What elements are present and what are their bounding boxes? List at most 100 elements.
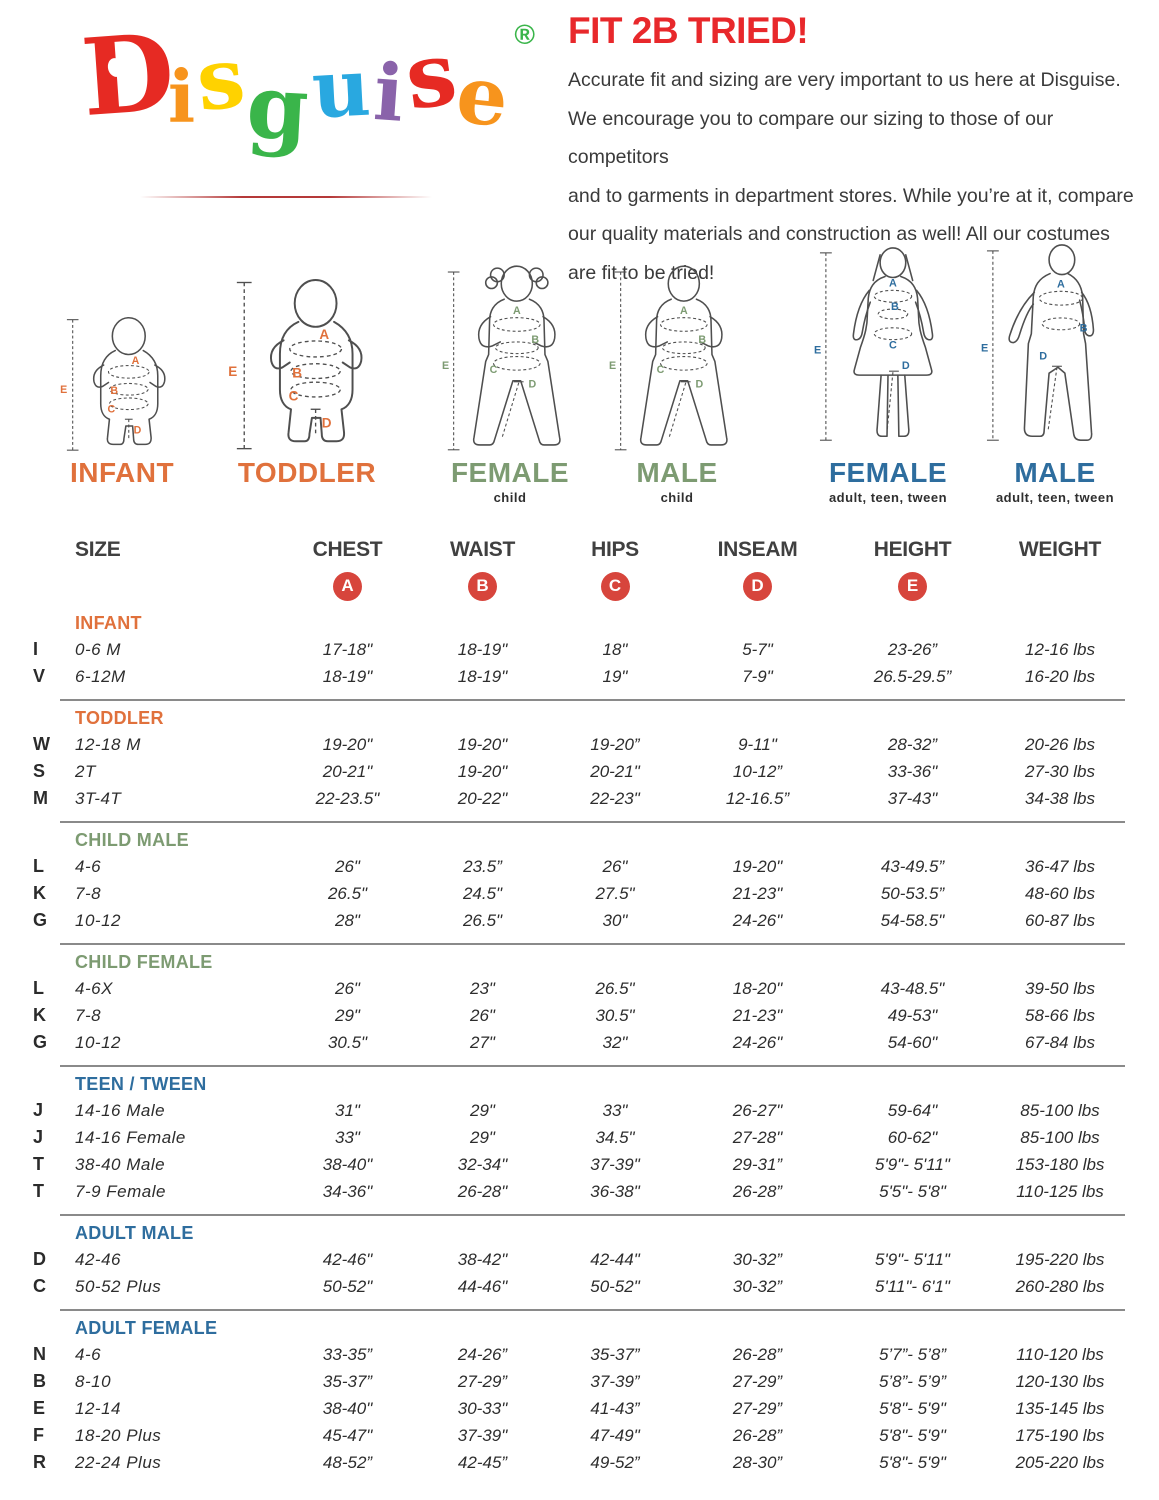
cell-waist: 18-19" (457, 666, 508, 686)
cell-weight: 110-120 lbs (1016, 1344, 1104, 1364)
cell-height: 37-43" (887, 788, 938, 808)
cell-waist: 27" (470, 1032, 495, 1052)
cell-waist: 24-26” (457, 1344, 508, 1364)
intro-title: FIT 2B TRIED! (568, 10, 809, 51)
logo-letter: i (371, 47, 408, 140)
size-table: SIZE CHEST WAIST HIPS INSEAM HEIGHT WEIG… (30, 536, 1130, 1476)
cell-waist: 30-33" (457, 1398, 508, 1418)
cell-size: 3T-4T (75, 788, 122, 808)
table-row: T 7-9 Female 34-36" 26-28" 36-38" 26-28” 5'5"-… (30, 1178, 1130, 1205)
cell-code: C (33, 1276, 46, 1296)
cell-size: 42-46 (75, 1249, 121, 1269)
cell-hips: 35-37” (590, 1344, 640, 1364)
logo-letter: s (192, 26, 250, 131)
badge-c: C (600, 571, 630, 601)
cell-inseam: 9-11" (738, 734, 777, 754)
marker-d: D (322, 416, 332, 431)
cell-inseam: 5-7" (742, 639, 773, 659)
table-row: G 10-12 30.5" 27" 32" 24-26" 54-60" 67-84 lbs (30, 1029, 1130, 1056)
section-header: ADULT MALE (75, 1223, 194, 1243)
marker-e: E (442, 360, 449, 372)
cell-height: 59-64" (887, 1100, 938, 1120)
cell-waist: 38-42" (457, 1249, 508, 1269)
cell-hips: 22-23" (590, 788, 640, 808)
cell-code: G (33, 910, 48, 930)
cell-weight: 39-50 lbs (1025, 978, 1095, 998)
cell-waist: 27-29” (457, 1371, 508, 1391)
cell-inseam: 30-32” (732, 1276, 783, 1296)
marker-c: C (490, 364, 498, 376)
cell-waist: 19-20" (457, 734, 508, 754)
cell-size: 0-6 M (75, 639, 121, 659)
cell-waist: 26-28" (457, 1181, 508, 1201)
cell-size: 18-20 Plus (75, 1425, 162, 1445)
cell-chest: 42-46" (322, 1249, 373, 1269)
cell-height: 33-36" (887, 761, 938, 781)
cell-weight: 48-60 lbs (1025, 883, 1095, 903)
cell-chest: 17-18" (322, 639, 373, 659)
logo-letter: g (243, 53, 311, 161)
cell-weight: 205-220 lbs (1015, 1452, 1105, 1472)
cell-inseam: 18-20" (732, 978, 783, 998)
cell-weight: 85-100 lbs (1020, 1127, 1100, 1147)
section-header: TODDLER (75, 708, 164, 728)
cell-weight: 27-30 lbs (1025, 761, 1095, 781)
cell-size: 14-16 Female (75, 1127, 186, 1147)
figure-label: MALE (1014, 457, 1096, 488)
cell-hips: 33" (602, 1100, 628, 1120)
table-row: C 50-52 Plus 50-52" 44-46" 50-52" 30-32” 5'11"… (30, 1273, 1130, 1300)
cell-height: 5'9"- 5'11" (875, 1249, 950, 1269)
cell-size: 7-8 (75, 883, 102, 903)
cell-height: 54-58.5" (880, 910, 945, 930)
cell-waist: 26.5" (462, 910, 503, 930)
cell-hips: 18" (602, 639, 628, 659)
cell-height: 50-53.5” (880, 883, 945, 903)
cell-waist: 20-22" (457, 788, 508, 808)
cell-chest: 48-52” (322, 1452, 373, 1472)
marker-b: B (698, 334, 706, 346)
cell-size: 12-14 (75, 1398, 121, 1418)
marker-c: C (108, 403, 116, 415)
cell-height: 5’7”- 5’8” (878, 1344, 947, 1364)
cell-code: N (33, 1344, 46, 1364)
marker-a: A (1057, 278, 1065, 290)
cell-size: 4-6 (75, 856, 102, 876)
col-header-inseam: INSEAM (717, 538, 798, 561)
cell-chest: 28" (335, 910, 360, 930)
cell-height: 5’8”- 5’9” (878, 1371, 947, 1391)
cell-waist: 29" (470, 1100, 495, 1120)
cell-hips: 49-52” (590, 1452, 640, 1472)
col-header-size: SIZE (75, 538, 121, 561)
table-row: K 7-8 26.5" 24.5" 27.5" 21-23" 50-53.5” 48-60 l… (30, 880, 1130, 907)
cell-code: J (33, 1127, 44, 1147)
cell-height: 49-53" (887, 1005, 938, 1025)
table-header-row: SIZE CHEST WAIST HIPS INSEAM HEIGHT WEIG… (30, 536, 1130, 564)
cell-hips: 27.5" (595, 883, 635, 903)
cell-code: L (33, 856, 44, 876)
cell-weight: 12-16 lbs (1025, 639, 1095, 659)
cell-height: 43-49.5” (880, 856, 945, 876)
marker-e: E (60, 384, 67, 396)
table-row: I 0-6 M 17-18" 18-19" 18" 5-7" 23-26” 12-16 lbs (30, 636, 1130, 663)
cell-height: 43-48.5" (880, 978, 945, 998)
cell-inseam: 24-26" (732, 910, 783, 930)
figure-sublabel: adult, teen, tween (828, 490, 948, 505)
marker-d: D (902, 360, 910, 372)
cell-waist: 18-19" (457, 639, 508, 659)
section-header: ADULT FEMALE (75, 1318, 218, 1338)
figure-infant: A B C D E INFANT (59, 310, 185, 489)
cell-chest: 38-40" (322, 1398, 373, 1418)
cell-inseam: 12-16.5” (725, 788, 790, 808)
col-header-chest: CHEST (312, 538, 383, 561)
cell-chest: 38-40" (322, 1154, 373, 1174)
section-header: INFANT (75, 613, 142, 633)
table-row: J 14-16 Female 33" 29" 34.5" 27-28" 60-62" 85-1… (30, 1124, 1130, 1151)
section-header: CHILD FEMALE (75, 952, 213, 972)
cell-size: 4-6X (75, 978, 113, 998)
marker-e: E (609, 360, 616, 372)
cell-size: 38-40 Male (75, 1154, 166, 1174)
figure-label: TODDLER (237, 457, 377, 488)
cell-size: 8-10 (75, 1371, 112, 1391)
cell-size: 10-12 (75, 1032, 121, 1052)
cell-size: 10-12 (75, 910, 121, 930)
